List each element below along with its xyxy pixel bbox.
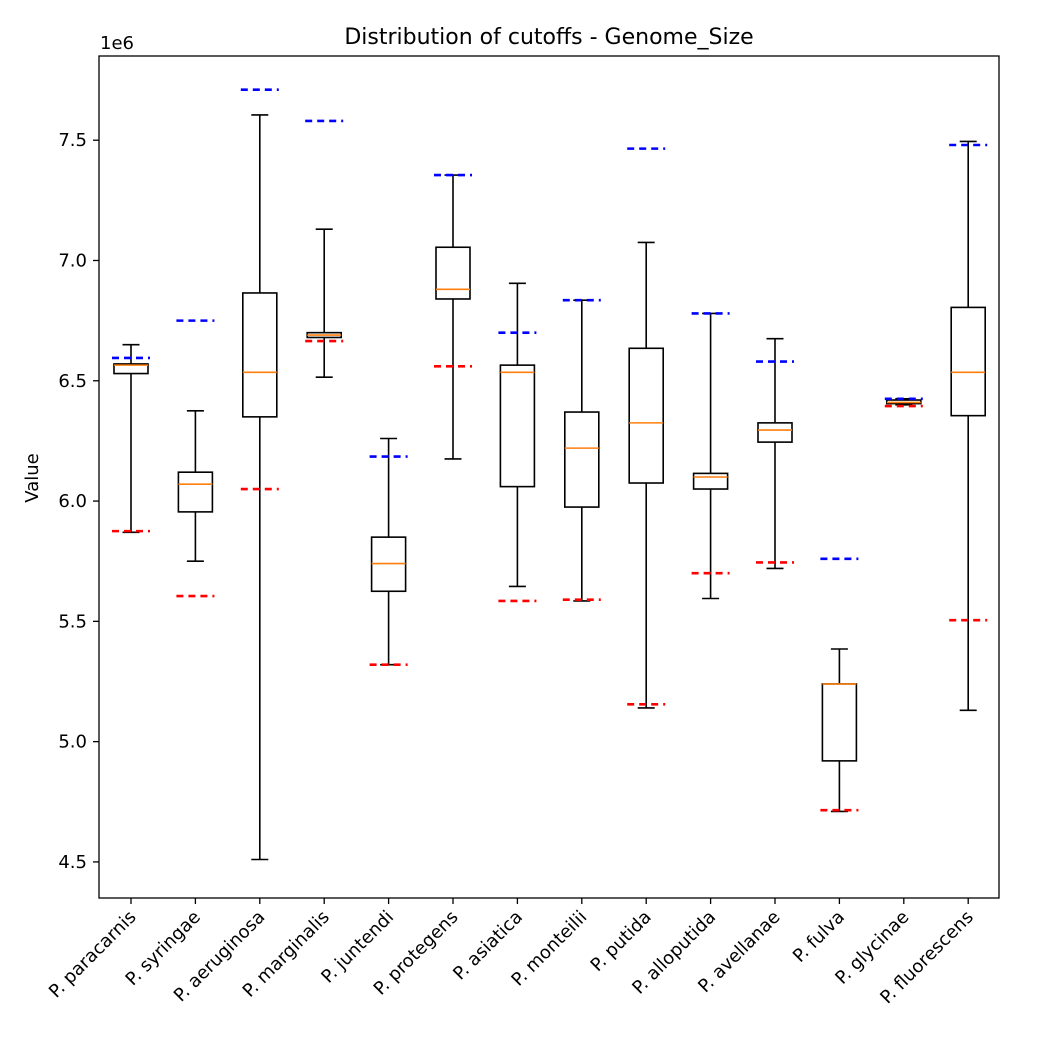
box-iqr: [499, 364, 536, 488]
box-iqr: [821, 683, 858, 762]
box-iqr: [563, 411, 600, 508]
chart-title: Distribution of cutoffs - Genome_Size: [344, 25, 753, 50]
box-group: [435, 174, 471, 460]
box-iqr: [435, 246, 471, 300]
box-iqr: [242, 292, 278, 418]
y-tick-label: 5.0: [58, 732, 87, 753]
box-iqr: [950, 306, 987, 417]
box-group: [242, 114, 278, 861]
box-iqr: [757, 422, 793, 443]
box-group: [628, 241, 665, 709]
y-tick-label: 4.5: [58, 852, 87, 873]
box-group: [306, 228, 343, 378]
y-tick-label: 5.5: [58, 611, 87, 632]
box-iqr: [177, 471, 214, 513]
x-tick-label: P. fulva: [789, 907, 849, 967]
x-tick-label: P. paracarnis: [45, 907, 141, 1003]
box-iqr: [628, 347, 665, 484]
box-group: [370, 437, 407, 666]
box-group: [563, 299, 600, 602]
box-iqr: [692, 472, 729, 490]
box-group: [757, 337, 793, 570]
y-axis-label: Value: [22, 453, 43, 502]
y-tick-label: 6.5: [58, 371, 87, 392]
y-scale-offset: 1e6: [100, 33, 134, 54]
box-group: [821, 648, 858, 813]
y-tick-label: 7.5: [58, 130, 87, 151]
box-group: [113, 343, 149, 534]
box-group: [692, 312, 729, 600]
box-group: [177, 410, 214, 563]
y-tick-label: 6.0: [58, 491, 87, 512]
box-group: [950, 140, 987, 712]
box-iqr: [113, 363, 149, 375]
plot-frame: [98, 55, 1000, 899]
box-group: [499, 282, 536, 588]
y-tick-label: 7.0: [58, 250, 87, 271]
